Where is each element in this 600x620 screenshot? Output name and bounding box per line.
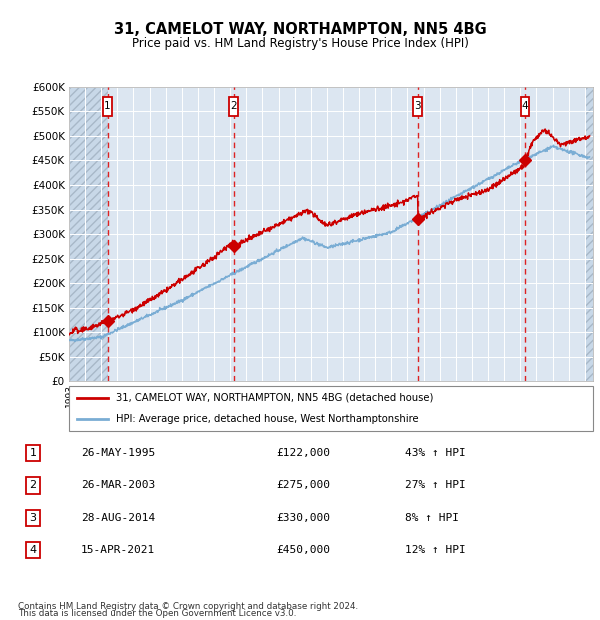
- Text: HPI: Average price, detached house, West Northamptonshire: HPI: Average price, detached house, West…: [116, 414, 419, 424]
- Text: 26-MAY-1995: 26-MAY-1995: [81, 448, 155, 458]
- FancyBboxPatch shape: [69, 386, 593, 431]
- Text: 31, CAMELOT WAY, NORTHAMPTON, NN5 4BG: 31, CAMELOT WAY, NORTHAMPTON, NN5 4BG: [113, 22, 487, 37]
- FancyBboxPatch shape: [413, 97, 422, 116]
- Text: 2: 2: [29, 480, 37, 490]
- Text: 43% ↑ HPI: 43% ↑ HPI: [405, 448, 466, 458]
- Text: £450,000: £450,000: [276, 545, 330, 555]
- Text: 12% ↑ HPI: 12% ↑ HPI: [405, 545, 466, 555]
- FancyBboxPatch shape: [521, 97, 529, 116]
- Text: £122,000: £122,000: [276, 448, 330, 458]
- Text: 28-AUG-2014: 28-AUG-2014: [81, 513, 155, 523]
- Bar: [69, 87, 107, 381]
- Text: 3: 3: [415, 102, 421, 112]
- Text: 1: 1: [104, 102, 111, 112]
- Bar: [585, 87, 593, 381]
- Text: 1: 1: [29, 448, 37, 458]
- Text: This data is licensed under the Open Government Licence v3.0.: This data is licensed under the Open Gov…: [18, 609, 296, 618]
- Text: £275,000: £275,000: [276, 480, 330, 490]
- Text: 8% ↑ HPI: 8% ↑ HPI: [405, 513, 459, 523]
- Text: 4: 4: [29, 545, 37, 555]
- Text: Price paid vs. HM Land Registry's House Price Index (HPI): Price paid vs. HM Land Registry's House …: [131, 37, 469, 50]
- FancyBboxPatch shape: [229, 97, 238, 116]
- Text: 27% ↑ HPI: 27% ↑ HPI: [405, 480, 466, 490]
- Text: 15-APR-2021: 15-APR-2021: [81, 545, 155, 555]
- FancyBboxPatch shape: [103, 97, 112, 116]
- Text: 2: 2: [230, 102, 237, 112]
- Text: 3: 3: [29, 513, 37, 523]
- Text: 26-MAR-2003: 26-MAR-2003: [81, 480, 155, 490]
- Text: 4: 4: [521, 102, 528, 112]
- Text: £330,000: £330,000: [276, 513, 330, 523]
- Text: 31, CAMELOT WAY, NORTHAMPTON, NN5 4BG (detached house): 31, CAMELOT WAY, NORTHAMPTON, NN5 4BG (d…: [116, 393, 434, 403]
- Text: Contains HM Land Registry data © Crown copyright and database right 2024.: Contains HM Land Registry data © Crown c…: [18, 602, 358, 611]
